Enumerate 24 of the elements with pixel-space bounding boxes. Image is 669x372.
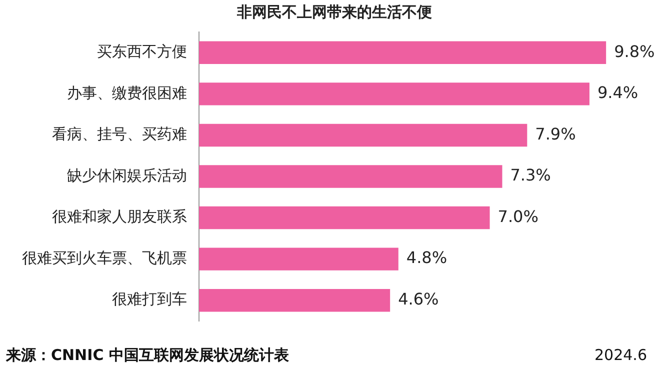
data-label: 4.8% bbox=[406, 248, 448, 268]
y-tick-label: 缺少休闲娱乐活动 bbox=[67, 166, 187, 184]
bar bbox=[199, 124, 528, 147]
bar bbox=[199, 41, 606, 64]
data-label: 7.0% bbox=[498, 206, 538, 226]
y-tick-label: 办事、缴费很困难 bbox=[67, 84, 187, 102]
bar bbox=[199, 165, 502, 188]
bar bbox=[199, 82, 590, 106]
bar bbox=[199, 206, 490, 230]
data-label: 7.9% bbox=[535, 124, 576, 144]
data-label: 4.6% bbox=[398, 290, 439, 309]
bar bbox=[199, 248, 398, 270]
y-tick-label: 很难买到火车票、飞机票 bbox=[22, 248, 187, 267]
bar bbox=[199, 289, 390, 312]
y-tick-label: 很难和家人朋友联系 bbox=[52, 208, 187, 226]
text: 2024.6 bbox=[594, 346, 647, 365]
y-tick-label: 看病、挂号、买药难 bbox=[52, 125, 187, 144]
data-label: 9.4% bbox=[597, 83, 638, 102]
chart-title: 非网民不上网带来的生活不便 bbox=[236, 2, 432, 21]
data-label: 7.3% bbox=[510, 166, 551, 185]
y-tick-label: 买东西不方便 bbox=[97, 42, 187, 61]
data-label: 9.8% bbox=[614, 42, 655, 61]
y-tick-label: 很难打到车 bbox=[112, 290, 187, 308]
source-note: 来源：CNNIC 中国互联网发展状况统计表 bbox=[6, 346, 289, 365]
